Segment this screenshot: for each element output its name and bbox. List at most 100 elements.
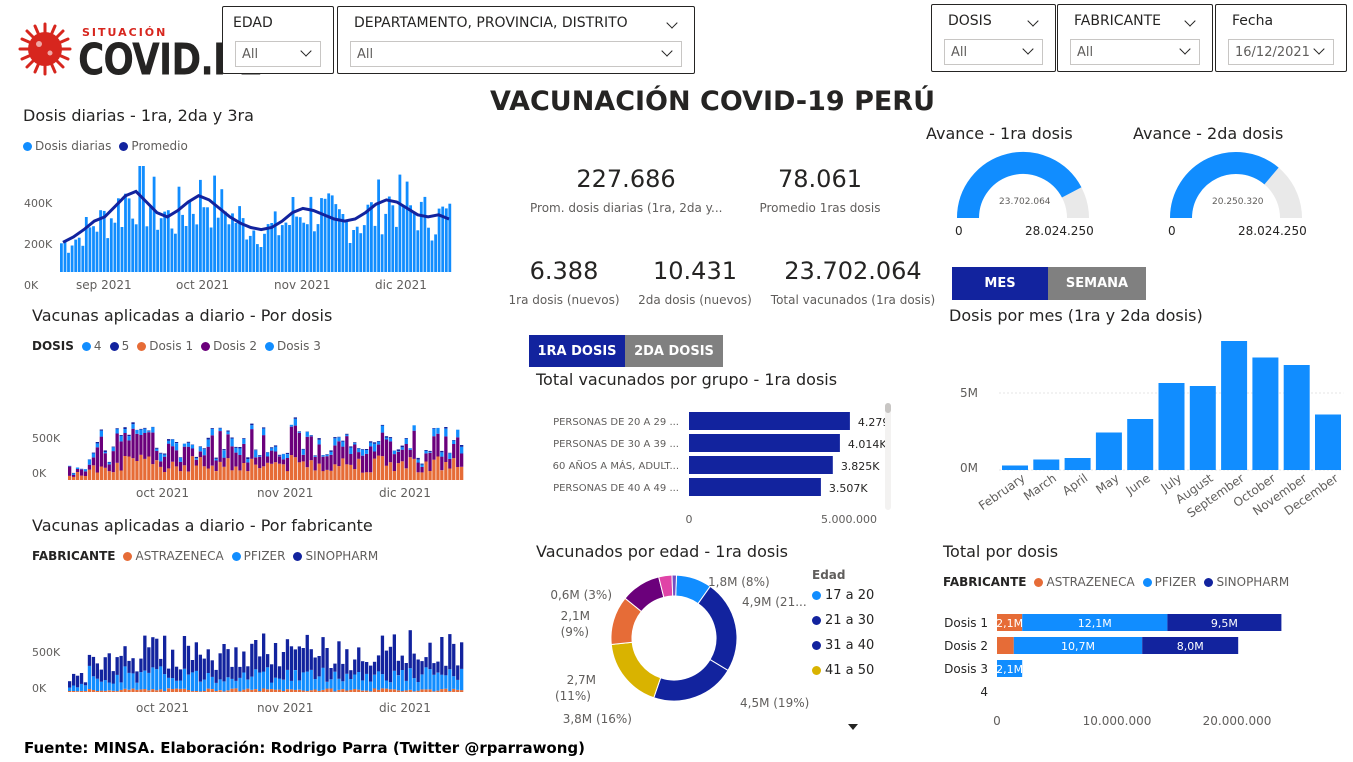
stacked-bar-segment: [72, 691, 76, 692]
legend-item[interactable]: 17 a 20: [812, 588, 874, 603]
stacked-bar-segment: [376, 689, 381, 692]
stacked-bar-segment: [194, 670, 198, 691]
mes-button[interactable]: MES: [952, 267, 1048, 300]
daily-bar: [195, 224, 199, 272]
stacked-bar-segment: [194, 456, 198, 459]
stacked-bar-segment: [83, 469, 88, 472]
slicer-edad[interactable]: EDAD All: [222, 6, 334, 74]
x-tick: 10.000.000: [1083, 714, 1152, 728]
stacked-bar-segment: [214, 471, 218, 480]
stacked-bar-segment: [341, 663, 345, 682]
daily-bar: [334, 204, 338, 272]
daily-bar: [184, 226, 188, 272]
stacked-bar-segment: [456, 467, 460, 480]
stacked-bar-segment: [420, 466, 424, 473]
legend-item[interactable]: 31 a 40: [812, 638, 874, 653]
legend-item[interactable]: 4: [81, 339, 102, 353]
stacked-bar-segment: [147, 432, 151, 457]
x-tick: oct 2021: [136, 486, 189, 500]
stacked-bar-segment: [372, 443, 377, 452]
legend-item[interactable]: PFIZER: [1142, 575, 1196, 589]
stacked-bar-segment: [222, 466, 226, 480]
stacked-bar-segment: [103, 452, 107, 454]
stacked-bar-segment: [289, 689, 294, 692]
stacked-bar-segment: [186, 441, 191, 443]
stacked-bar-segment: [87, 689, 92, 692]
legend-item[interactable]: ASTRAZENECA: [123, 549, 224, 563]
stacked-bar-segment: [289, 455, 294, 480]
daily-x-axis: sep 2021 oct 2021 nov 2021 dic 2021: [60, 278, 452, 292]
2da-dosis-button[interactable]: 2DA DOSIS: [625, 335, 723, 367]
stacked-bar-segment: [369, 446, 373, 473]
stacked-bar-segment: [404, 444, 408, 469]
legend-item[interactable]: SINOPHARM: [293, 549, 378, 563]
stacked-bar-segment: [372, 442, 377, 444]
daily-bar: [309, 196, 313, 272]
slicer-edad-dropdown[interactable]: All: [235, 41, 321, 67]
legend-item[interactable]: 21 a 30: [812, 613, 874, 628]
daily-bar: [134, 224, 138, 272]
scrollbar-thumb[interactable]: [885, 403, 891, 413]
stacked-bar-segment: [151, 637, 155, 668]
stacked-bar-segment: [72, 673, 76, 686]
stacked-bar-segment: [329, 470, 333, 480]
legend-item[interactable]: 5: [109, 339, 129, 353]
mes-chart-title: Dosis por mes (1ra y 2da dosis): [949, 306, 1203, 325]
scrollbar[interactable]: [885, 403, 891, 510]
x-tick: 0: [993, 714, 1001, 728]
stacked-bar-segment: [115, 433, 119, 463]
stacked-bar-segment: [262, 428, 266, 436]
stacked-bar-segment: [380, 425, 385, 433]
grupo-chart: PERSONAS DE 20 A 29 ... 4.279K PERSONAS DE…: [553, 412, 890, 526]
daily-bar: [60, 243, 63, 272]
slicer-departamento[interactable]: DEPARTAMENTO, PROVINCIA, DISTRITO All: [337, 6, 695, 74]
legend-item[interactable]: Dosis 1: [137, 339, 193, 353]
daily-bar: [341, 214, 345, 272]
legend-item[interactable]: Promedio: [119, 139, 188, 153]
slicer-fabricante[interactable]: FABRICANTE All: [1057, 4, 1213, 72]
legend-item[interactable]: SINOPHARM: [1204, 575, 1289, 589]
stacked-bar-segment: [353, 674, 357, 689]
stacked-bar-segment: [218, 690, 222, 692]
stacked-bar-segment: [246, 471, 250, 480]
legend-item[interactable]: PFIZER: [231, 549, 285, 563]
stacked-bar-segment: [420, 689, 424, 692]
slicer-fabricante-dropdown[interactable]: All: [1070, 39, 1200, 65]
daily-bar: [142, 166, 145, 272]
stacked-bar-segment: [147, 456, 151, 480]
slicer-dosis[interactable]: DOSIS All: [931, 4, 1056, 72]
stacked-bar-segment: [301, 448, 305, 450]
legend-label: Dosis 2: [213, 339, 257, 353]
legend-item[interactable]: 41 a 50: [812, 663, 874, 678]
stacked-bar-segment: [258, 672, 262, 692]
slicer-dosis-dropdown[interactable]: All: [944, 39, 1043, 65]
daily-bar: [370, 202, 373, 272]
daily-bar: [199, 179, 202, 272]
stacked-bar-segment: [317, 438, 321, 440]
slicer-fecha[interactable]: Fecha 16/12/2021: [1215, 4, 1347, 72]
donut-slice: [610, 641, 662, 699]
stacked-bar-segment: [107, 461, 111, 463]
stacked-bar-segment: [107, 682, 111, 691]
legend-item[interactable]: Dosis diarias: [23, 139, 111, 153]
semana-button[interactable]: SEMANA: [1048, 267, 1146, 300]
slicer-fecha-dropdown[interactable]: 16/12/2021: [1228, 39, 1334, 65]
legend-item[interactable]: Dosis 2: [201, 339, 257, 353]
daily-bar: [88, 227, 92, 272]
stacked-bar-segment: [234, 647, 238, 681]
stacked-bar-segment: [254, 450, 258, 458]
legend-scroll-down-icon[interactable]: [848, 724, 858, 730]
dose-bar-segment: [1167, 614, 1282, 631]
stacked-bar-segment: [293, 649, 297, 670]
1ra-dosis-button[interactable]: 1RA DOSIS: [529, 335, 625, 367]
dose-bar-segment: [997, 660, 1023, 677]
slicer-edad-value: All: [242, 47, 259, 62]
stacked-bar-segment: [103, 657, 107, 681]
legend-item[interactable]: Dosis 3: [264, 339, 321, 353]
slicer-departamento-dropdown[interactable]: All: [350, 41, 682, 67]
stacked-bar-segment: [337, 441, 341, 467]
legend-item[interactable]: ASTRAZENECA: [1034, 575, 1135, 589]
stacked-bar-segment: [376, 441, 381, 445]
stacked-bar-segment: [167, 677, 171, 689]
stacked-bar-segment: [420, 674, 424, 690]
